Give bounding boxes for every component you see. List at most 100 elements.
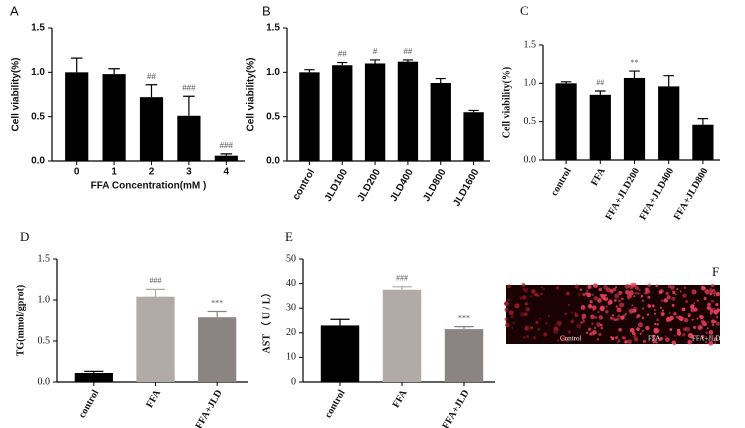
cell-dot	[639, 332, 642, 335]
error-bar	[220, 153, 233, 156]
cell-dot	[661, 309, 664, 312]
cell-dot	[675, 293, 677, 296]
cell-dot	[614, 318, 617, 322]
bar	[658, 86, 680, 160]
cell-dot	[708, 340, 714, 346]
significance-label: ###	[182, 83, 196, 92]
error-bar	[369, 59, 381, 64]
cell-dot	[640, 294, 644, 298]
cell-dot	[687, 332, 694, 338]
cell-dot	[507, 284, 511, 289]
cell-dot	[641, 307, 645, 310]
cell-dot	[647, 283, 652, 288]
y-tick-label: 0.5	[38, 335, 51, 346]
cell-dot	[616, 317, 620, 321]
cell-dot	[669, 328, 673, 331]
cell-dot	[627, 339, 632, 344]
error-bar	[454, 326, 474, 330]
cell-dot	[540, 292, 543, 296]
cell-dot	[631, 331, 636, 336]
cell-dot	[566, 339, 569, 343]
cell-dot	[599, 323, 603, 327]
cell-dot	[631, 304, 634, 307]
y-tick-label: 1.5	[38, 253, 51, 264]
y-tick-label: 20	[286, 327, 296, 338]
y-tick-label: 1.0	[31, 67, 45, 78]
panel-label: C	[520, 3, 529, 18]
cell-dot	[637, 292, 640, 295]
cell-dot	[632, 282, 637, 288]
cell-dot	[704, 341, 708, 344]
cell-dot	[587, 284, 592, 289]
cell-dot	[582, 292, 586, 297]
cell-dot	[632, 306, 638, 312]
cell-dot	[592, 305, 597, 311]
cell-dot	[511, 327, 514, 330]
cell-dot	[693, 302, 696, 305]
cell-dot	[658, 290, 663, 294]
bar	[589, 94, 611, 160]
cell-dot	[624, 283, 630, 289]
cell-dot	[634, 285, 639, 290]
y-tick-label: 1.5	[31, 23, 45, 34]
cell-dot	[591, 293, 594, 297]
cell-dot	[524, 312, 528, 317]
y-tick-label: 1.5	[524, 39, 537, 50]
error-bar	[70, 57, 83, 73]
x-tick-label: 3	[186, 167, 192, 178]
cell-dot	[636, 327, 640, 331]
cell-dot	[585, 331, 589, 334]
error-bar	[402, 59, 414, 62]
cell-dot	[683, 317, 689, 323]
cell-dot	[671, 303, 675, 307]
significance-label: ##	[147, 72, 156, 81]
cell-dot	[525, 307, 531, 312]
cell-dot	[668, 312, 671, 314]
cell-dot	[585, 291, 589, 295]
cell-dot	[553, 328, 559, 334]
error-bar	[207, 310, 227, 318]
panel-label: D	[20, 229, 29, 244]
cell-dot	[598, 332, 602, 337]
y-tick-label: 0.0	[38, 376, 51, 387]
cell-dot	[614, 299, 617, 302]
cell-dot	[603, 285, 608, 290]
cell-dot	[561, 336, 567, 342]
cell-dot	[574, 284, 579, 289]
cell-dot	[671, 340, 676, 345]
cell-dot	[579, 288, 583, 291]
cell-dot	[654, 322, 657, 326]
error-bar	[183, 95, 195, 116]
cell-dot	[543, 332, 548, 337]
cell-dot	[704, 288, 710, 294]
cell-dot	[617, 314, 621, 318]
y-tick-label: 30	[286, 302, 296, 313]
cell-dot	[620, 315, 625, 320]
cell-dot	[667, 284, 672, 289]
bar	[65, 72, 89, 161]
cell-dot	[707, 321, 710, 323]
cell-dot	[660, 299, 663, 302]
cell-dot	[521, 282, 526, 288]
cell-dot	[594, 316, 598, 319]
cell-dot	[556, 339, 560, 342]
cell-dot	[574, 312, 577, 314]
cell-dot	[663, 298, 668, 303]
bar	[214, 155, 238, 161]
cell-dot	[676, 328, 681, 333]
cell-dot	[618, 290, 623, 295]
cell-dot	[708, 288, 714, 293]
y-tick-label: 1.0	[524, 78, 537, 89]
y-tick-label: 0.5	[31, 111, 45, 122]
cell-dot	[629, 327, 635, 333]
y-tick-label: 0.0	[31, 156, 45, 167]
cell-dot	[596, 338, 600, 341]
cell-dot	[530, 295, 533, 298]
bar	[382, 289, 422, 382]
cell-dot	[522, 295, 527, 300]
cell-dot	[581, 316, 585, 320]
error-bar	[330, 318, 350, 326]
bar	[397, 61, 419, 162]
y-tick-label: 0.5	[266, 111, 280, 122]
